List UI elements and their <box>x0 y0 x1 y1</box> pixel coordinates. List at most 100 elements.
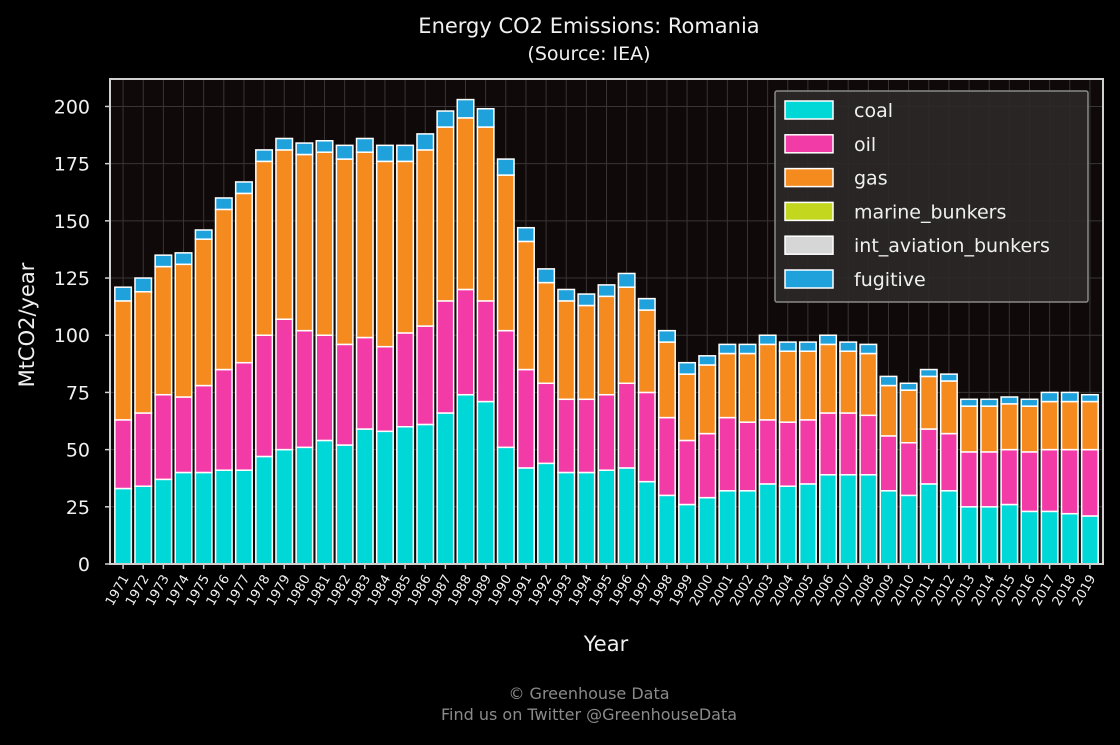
bar-oil-2003 <box>758 419 777 485</box>
bar-oil-1984 <box>375 345 394 433</box>
bar-fugitive-2006 <box>819 334 838 346</box>
bar-oil-2008 <box>859 414 878 476</box>
bar-fugitive-1995 <box>597 284 616 298</box>
bar-fugitive-2010 <box>899 382 918 391</box>
legend-label-coal: coal <box>854 100 893 122</box>
legend-swatch-marine_bunkers <box>784 201 834 222</box>
bar-oil-1982 <box>335 343 354 446</box>
bar-fugitive-2007 <box>839 341 858 352</box>
bar-fugitive-1989 <box>476 107 495 128</box>
bar-gas-1990 <box>496 174 515 332</box>
bar-coal-1985 <box>396 425 415 565</box>
bar-coal-1987 <box>436 412 455 565</box>
bar-gas-1974 <box>174 263 193 398</box>
bar-fugitive-1982 <box>335 144 354 160</box>
bar-fugitive-1991 <box>516 226 535 243</box>
footer-twitter: Find us on Twitter @GreenhouseData <box>441 705 737 724</box>
bar-gas-1998 <box>657 341 676 419</box>
bar-coal-2004 <box>778 485 797 565</box>
bar-gas-1972 <box>134 291 153 414</box>
bar-oil-2014 <box>980 451 999 508</box>
legend-label-oil: oil <box>854 134 876 156</box>
legend-swatch-oil <box>784 134 834 154</box>
bar-fugitive-1987 <box>436 110 455 128</box>
bar-oil-1990 <box>496 329 515 449</box>
bar-fugitive-1988 <box>456 98 475 119</box>
bar-oil-1998 <box>657 416 676 497</box>
bar-coal-2008 <box>859 474 878 565</box>
bar-coal-2007 <box>839 474 858 565</box>
bar-coal-1972 <box>134 485 153 565</box>
bar-oil-2018 <box>1060 448 1079 515</box>
bar-fugitive-1993 <box>557 288 576 302</box>
bar-fugitive-1990 <box>496 158 515 176</box>
bar-fugitive-1983 <box>355 137 374 153</box>
bar-coal-1971 <box>114 487 133 565</box>
bar-coal-1989 <box>476 400 495 565</box>
x-axis-label: Year <box>583 632 629 656</box>
bar-coal-1977 <box>234 469 253 565</box>
bar-coal-1991 <box>516 467 535 565</box>
bar-oil-1973 <box>154 393 173 481</box>
bar-fugitive-2011 <box>919 368 938 378</box>
bar-fugitive-1975 <box>194 229 213 240</box>
bar-oil-1972 <box>134 412 153 487</box>
bar-gas-1994 <box>577 304 596 401</box>
bar-fugitive-2008 <box>859 343 878 355</box>
bar-gas-1995 <box>597 295 616 396</box>
bar-gas-1999 <box>678 373 697 442</box>
bar-coal-1996 <box>617 467 636 565</box>
bar-oil-1974 <box>174 396 193 474</box>
bar-oil-2017 <box>1040 448 1059 513</box>
bar-coal-1995 <box>597 469 616 565</box>
bar-oil-2011 <box>919 428 938 485</box>
bar-oil-1979 <box>275 318 294 451</box>
bar-oil-1999 <box>678 439 697 506</box>
bar-oil-2013 <box>960 451 979 508</box>
bar-fugitive-1974 <box>174 252 193 266</box>
bar-coal-2001 <box>718 490 737 565</box>
bar-gas-1993 <box>557 300 576 401</box>
bar-coal-1980 <box>295 446 314 565</box>
bar-oil-2015 <box>1000 448 1019 506</box>
bar-oil-1993 <box>557 398 576 474</box>
x-axis: 1971197219731974197519761977197819791980… <box>103 564 1099 609</box>
bar-oil-2016 <box>1020 451 1039 513</box>
bar-coal-1999 <box>678 503 697 565</box>
bar-gas-2017 <box>1040 400 1059 451</box>
bar-coal-1986 <box>416 423 435 565</box>
y-tick-label: 50 <box>66 440 90 462</box>
bar-oil-2001 <box>718 416 737 492</box>
bar-coal-2006 <box>819 474 838 565</box>
y-tick-label: 125 <box>54 268 90 290</box>
legend-label-gas: gas <box>854 168 888 190</box>
bar-fugitive-2005 <box>798 341 817 352</box>
bar-fugitive-2001 <box>718 343 737 355</box>
legend-box <box>774 90 1089 303</box>
bar-fugitive-1984 <box>375 144 394 163</box>
y-axis-label: MtCO2/year <box>15 262 39 387</box>
bar-coal-1975 <box>194 471 213 565</box>
legend-label-marine_bunkers: marine_bunkers <box>854 201 1006 223</box>
bar-gas-2008 <box>859 352 878 417</box>
bar-gas-2001 <box>718 352 737 419</box>
bar-coal-2005 <box>798 483 817 565</box>
bar-gas-2002 <box>738 352 757 423</box>
bar-fugitive-1978 <box>255 149 274 163</box>
bar-coal-1998 <box>657 494 676 565</box>
bar-coal-2019 <box>1080 515 1099 565</box>
legend-swatch-coal <box>784 100 834 120</box>
bar-fugitive-1971 <box>114 286 133 302</box>
bar-gas-1983 <box>355 151 374 339</box>
bar-fugitive-1972 <box>134 277 153 293</box>
bar-gas-1987 <box>436 126 455 302</box>
bar-gas-1992 <box>537 281 556 385</box>
bar-fugitive-1976 <box>214 197 233 211</box>
bar-coal-1984 <box>375 430 394 565</box>
bar-gas-2011 <box>919 375 938 430</box>
bar-fugitive-2015 <box>1000 396 1019 405</box>
legend-swatch-int_aviation_bunkers <box>784 235 834 255</box>
bar-coal-2000 <box>698 496 717 565</box>
bar-coal-2011 <box>919 483 938 565</box>
